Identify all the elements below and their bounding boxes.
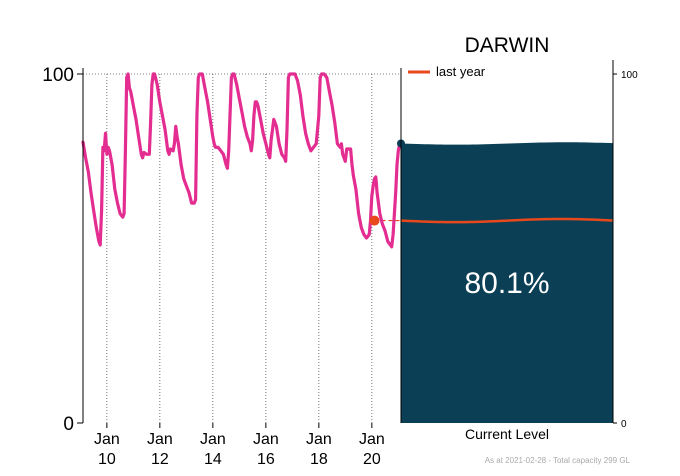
axes: 0 100 0 100 Jan 10 Jan 12 Jan 14 Jan 16 Jan 18 Jan 20 [42,60,638,468]
current-level-panel [400,142,614,423]
legend: last year [408,64,486,79]
x-tick-label-month-14: Jan [200,431,226,448]
x-tick-label-day-18: 18 [310,451,328,468]
right-tick-label-100: 100 [621,70,638,81]
last-year-level-line [400,217,614,224]
grid-lines [83,73,401,423]
storage-series-line [81,72,403,249]
series-line-group [81,72,405,249]
last-year-marker [369,215,380,226]
footer-note: As at 2021-02-28 - Total capacity 299 GL [485,456,631,465]
left-tick-label-100: 100 [42,65,74,86]
x-tick-label-day-16: 16 [257,451,275,468]
x-tick-label-month-20: Jan [359,431,385,448]
current-level-value: 80.1% [464,267,549,300]
left-tick-label-0: 0 [63,414,74,435]
current-level-label: Current Level [465,426,549,442]
x-tick-label-day-14: 14 [204,451,222,468]
x-tick-label-day-12: 12 [151,451,169,468]
x-tick-label-month-18: Jan [306,431,332,448]
x-tick-label-day-20: 20 [363,451,381,468]
right-tick-label-0: 0 [621,419,627,430]
x-tick-label-month-16: Jan [253,431,279,448]
chart-title: DARWIN [465,34,550,57]
x-tick-label-month-10: Jan [94,431,120,448]
x-tick-label-month-12: Jan [147,431,173,448]
x-tick-label-day-10: 10 [98,451,116,468]
current-level-fill [401,142,613,423]
legend-last-year-label: last year [436,64,486,79]
